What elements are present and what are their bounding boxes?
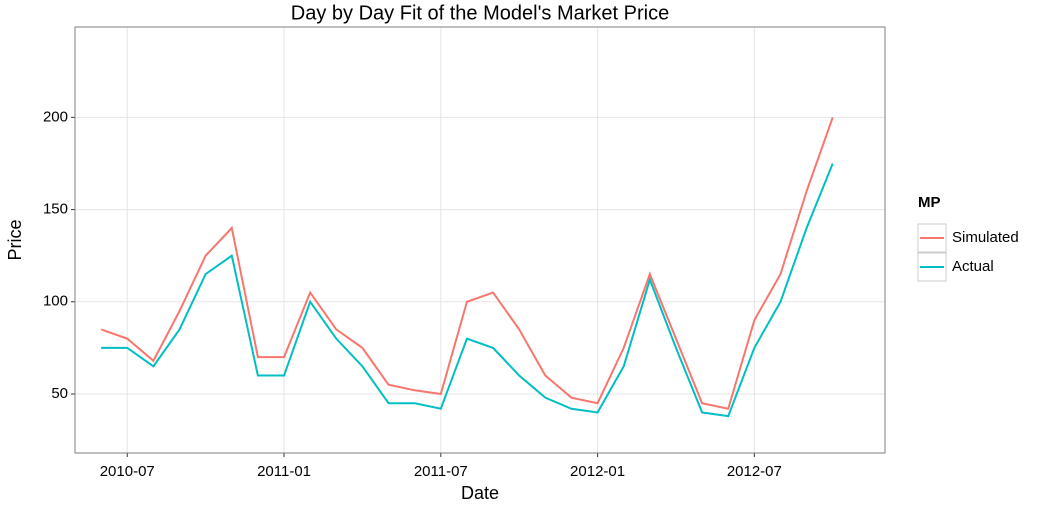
plot-panel [75,27,885,453]
x-tick-label: 2011-01 [257,463,311,480]
y-tick-label: 150 [43,201,68,218]
y-tick-label: 100 [43,293,68,310]
x-tick-label: 2010-07 [100,463,155,480]
legend-label: Actual [952,258,994,275]
x-axis-label: Date [461,483,499,503]
series-line [101,163,834,418]
series-line [100,117,834,410]
legend-title: MP [918,194,941,211]
x-tick-label: 2012-01 [570,463,625,480]
y-tick-label: 50 [51,385,68,402]
legend-label: Simulated [952,229,1019,246]
x-tick-label: 2011-07 [414,463,468,480]
x-tick-label: 2012-07 [727,463,782,480]
panel-border [74,26,886,454]
y-tick-label: 200 [43,108,68,125]
chart-title: Day by Day Fit of the Model's Market Pri… [291,2,669,24]
y-axis-label: Price [5,219,25,260]
